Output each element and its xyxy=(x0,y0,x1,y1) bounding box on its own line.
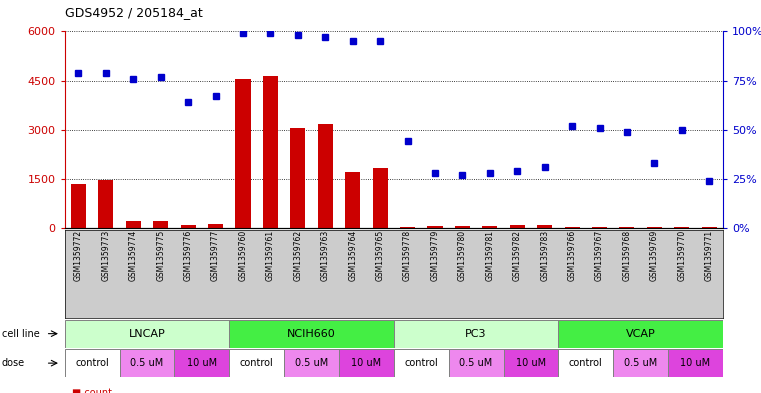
Bar xyxy=(373,168,387,228)
Bar xyxy=(455,226,470,228)
Text: LNCAP: LNCAP xyxy=(129,329,165,339)
Bar xyxy=(263,75,278,228)
Bar xyxy=(394,320,559,348)
Text: GSM1359761: GSM1359761 xyxy=(266,230,275,281)
Text: GSM1359773: GSM1359773 xyxy=(101,230,110,281)
Bar xyxy=(345,172,360,228)
Bar xyxy=(98,180,113,228)
Text: control: control xyxy=(75,358,109,368)
Bar xyxy=(400,227,415,228)
Bar xyxy=(559,320,723,348)
Text: dose: dose xyxy=(2,358,24,368)
Text: GDS4952 / 205184_at: GDS4952 / 205184_at xyxy=(65,6,202,19)
Text: PC3: PC3 xyxy=(465,329,487,339)
Text: GSM1359768: GSM1359768 xyxy=(622,230,632,281)
Text: 0.5 uM: 0.5 uM xyxy=(624,358,658,368)
Text: GSM1359760: GSM1359760 xyxy=(238,230,247,281)
Bar xyxy=(65,320,229,348)
Bar xyxy=(482,226,498,228)
Text: control: control xyxy=(240,358,273,368)
Bar xyxy=(668,349,723,377)
Bar xyxy=(537,225,552,228)
Bar xyxy=(504,349,559,377)
Text: 0.5 uM: 0.5 uM xyxy=(130,358,164,368)
Bar xyxy=(674,227,689,228)
Text: control: control xyxy=(569,358,603,368)
Text: GSM1359774: GSM1359774 xyxy=(129,230,138,281)
Bar xyxy=(65,349,119,377)
Text: GSM1359776: GSM1359776 xyxy=(183,230,193,281)
Text: 10 uM: 10 uM xyxy=(680,358,711,368)
Text: control: control xyxy=(404,358,438,368)
Text: GSM1359781: GSM1359781 xyxy=(486,230,495,281)
Text: GSM1359766: GSM1359766 xyxy=(568,230,577,281)
Bar xyxy=(119,349,174,377)
Bar xyxy=(290,128,305,228)
Bar xyxy=(339,349,394,377)
Text: 10 uM: 10 uM xyxy=(186,358,217,368)
Text: GSM1359765: GSM1359765 xyxy=(376,230,384,281)
Bar xyxy=(235,79,250,228)
Text: GSM1359763: GSM1359763 xyxy=(320,230,330,281)
Text: GSM1359769: GSM1359769 xyxy=(650,230,659,281)
Text: GSM1359779: GSM1359779 xyxy=(431,230,439,281)
Text: 0.5 uM: 0.5 uM xyxy=(460,358,492,368)
Text: VCAP: VCAP xyxy=(626,329,655,339)
Text: NCIH660: NCIH660 xyxy=(287,329,336,339)
Bar xyxy=(510,225,525,228)
Bar xyxy=(428,226,442,228)
Text: GSM1359778: GSM1359778 xyxy=(403,230,412,281)
Text: cell line: cell line xyxy=(2,329,40,339)
Text: ■ count: ■ count xyxy=(72,388,113,393)
Text: GSM1359762: GSM1359762 xyxy=(293,230,302,281)
Bar xyxy=(559,349,613,377)
Text: GSM1359767: GSM1359767 xyxy=(595,230,604,281)
Bar xyxy=(394,349,449,377)
Text: GSM1359780: GSM1359780 xyxy=(458,230,467,281)
Bar xyxy=(619,227,635,228)
Bar xyxy=(71,184,86,228)
Text: 10 uM: 10 uM xyxy=(352,358,381,368)
Bar xyxy=(317,124,333,228)
Text: GSM1359772: GSM1359772 xyxy=(74,230,83,281)
Text: GSM1359771: GSM1359771 xyxy=(705,230,714,281)
Bar xyxy=(180,225,196,228)
Bar xyxy=(229,320,394,348)
Text: 0.5 uM: 0.5 uM xyxy=(295,358,328,368)
Bar xyxy=(153,221,168,228)
Bar xyxy=(126,221,141,228)
Text: GSM1359782: GSM1359782 xyxy=(513,230,522,281)
Bar xyxy=(449,349,504,377)
Text: GSM1359777: GSM1359777 xyxy=(211,230,220,281)
Bar xyxy=(565,227,580,228)
Bar xyxy=(702,227,717,228)
Bar xyxy=(284,349,339,377)
Bar xyxy=(647,227,662,228)
Bar xyxy=(229,349,284,377)
Bar xyxy=(613,349,668,377)
Bar xyxy=(592,227,607,228)
Text: GSM1359783: GSM1359783 xyxy=(540,230,549,281)
Bar xyxy=(174,349,229,377)
Bar xyxy=(208,224,223,228)
Text: 10 uM: 10 uM xyxy=(516,358,546,368)
Text: GSM1359770: GSM1359770 xyxy=(677,230,686,281)
Text: GSM1359764: GSM1359764 xyxy=(349,230,357,281)
Text: GSM1359775: GSM1359775 xyxy=(156,230,165,281)
